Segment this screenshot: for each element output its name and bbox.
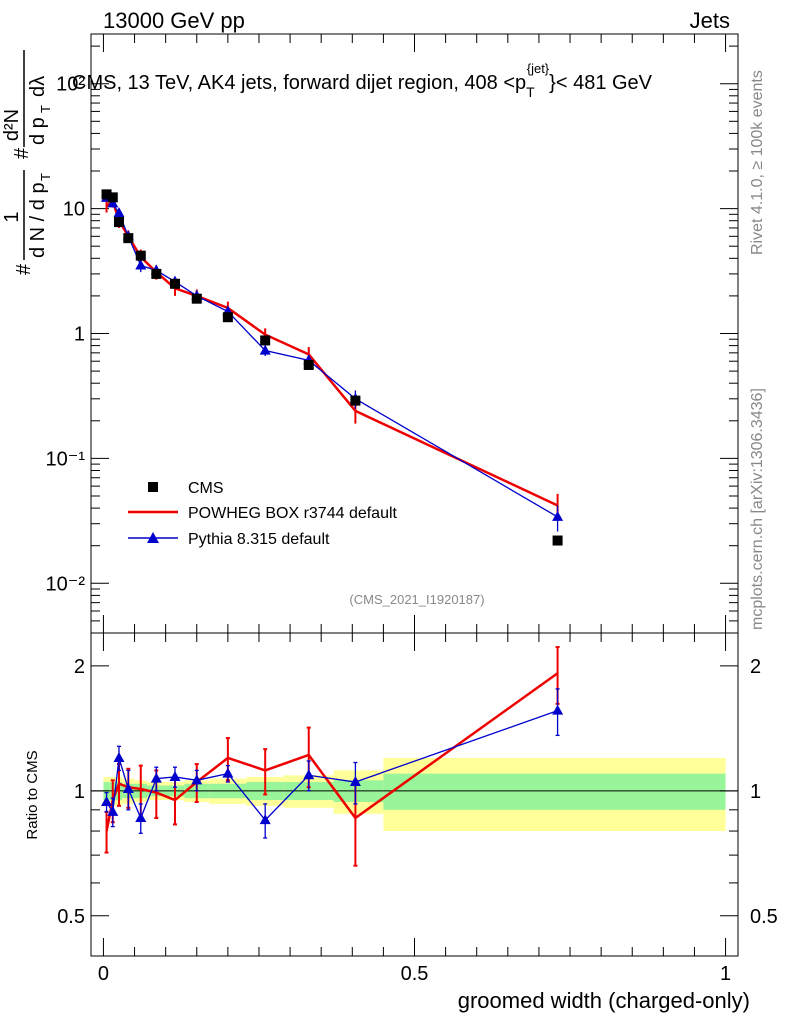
analysis-id-label: (CMS_2021_I1920187): [349, 592, 484, 607]
main-y-tick-label: 10: [63, 199, 85, 221]
y-label-hash-1: #: [13, 263, 35, 275]
pythia-ratio-marker: [122, 783, 134, 794]
ratio-y-tick-label-right: 1: [750, 781, 761, 803]
ratio-band-inner: [383, 773, 726, 810]
pythia-main-marker: [107, 197, 119, 208]
rivet-version-label: Rivet 4.1.0, ≥ 100k events: [749, 70, 766, 255]
axis-ticks: [91, 34, 738, 956]
pythia-ratio-marker: [107, 805, 119, 816]
cms-data-marker: [113, 217, 124, 228]
x-tick-label: 0: [98, 963, 109, 985]
pythia-ratio-marker: [303, 769, 315, 780]
y-label-one: 1: [1, 211, 23, 222]
main-y-tick-label: 10⁻¹: [46, 448, 86, 470]
legend-pythia-marker: [147, 532, 159, 543]
pythia-main-marker: [135, 259, 147, 270]
ratio-y-axis-label: Ratio to CMS: [24, 750, 41, 839]
y-label-dN-dpT: d N / d p: [27, 182, 49, 258]
pythia-ratio-marker: [113, 751, 125, 762]
ratio-y-tick-label: 2: [74, 656, 85, 678]
cms-data-marker: [151, 268, 162, 279]
legend: CMS POWHEG BOX r3744 default Pythia 8.31…: [128, 480, 398, 548]
main-y-tick-label: 10⁻²: [46, 573, 86, 595]
ratio-y-tick-label-right: 0.5: [750, 906, 778, 928]
legend-cms-label: CMS: [188, 480, 224, 497]
pythia-main-marker: [259, 344, 271, 355]
plot-title-tail: }< 481 GeV: [549, 72, 653, 94]
pythia-ratio-marker: [222, 767, 234, 778]
powheg-main-line: [105, 198, 559, 507]
main-y-tick-label: 1: [74, 324, 85, 346]
pythia-ratio-marker: [101, 795, 113, 806]
pythia-ratio-marker: [552, 704, 564, 715]
plot-title-sup: {jet}: [527, 61, 550, 76]
ratio-y-tick-label-right: 2: [750, 656, 761, 678]
cms-data-marker: [552, 535, 563, 546]
cms-data-marker: [303, 359, 314, 370]
cms-data-marker: [107, 192, 118, 203]
y-label-dp: d p: [27, 117, 49, 145]
plot-title-main: CMS, 13 TeV, AK4 jets, forward dijet reg…: [72, 72, 526, 94]
header-left-label: 13000 GeV pp: [103, 8, 245, 33]
plot-title-sub: T: [526, 84, 535, 100]
y-label-d2N: d²N: [1, 109, 23, 141]
pythia-ratio-marker: [169, 770, 181, 781]
cms-data-marker: [169, 278, 180, 289]
pythia-main-marker: [552, 510, 564, 521]
ratio-y-tick-label: 1: [74, 781, 85, 803]
ratio-uncertainty-bands: [91, 757, 738, 832]
pythia-ratio-marker: [191, 774, 203, 785]
plot-title: CMS, 13 TeV, AK4 jets, forward dijet reg…: [72, 61, 653, 100]
cms-data-marker: [222, 312, 233, 323]
header-right-label: Jets: [690, 8, 730, 33]
cms-data-marker: [260, 335, 271, 346]
y-label-T-sub-1: T: [38, 173, 53, 181]
main-y-axis-label: # 1 d N / d p T # d²N d p T dλ: [1, 50, 53, 275]
x-tick-label: 0.5: [401, 963, 429, 985]
legend-pythia-label: Pythia 8.315 default: [188, 531, 330, 548]
legend-powheg-label: POWHEG BOX r3744 default: [188, 505, 398, 522]
y-label-dlambda: dλ: [27, 76, 49, 97]
pythia-ratio-marker: [349, 776, 361, 787]
y-label-hash-2: #: [11, 147, 33, 159]
ratio-y-tick-label: 0.5: [57, 906, 85, 928]
pythia-main-line: [106, 197, 558, 518]
cms-data-marker: [135, 250, 146, 261]
cms-data-marker: [191, 293, 202, 304]
pythia-ratio-marker: [150, 772, 162, 783]
cms-data-marker: [350, 395, 361, 406]
series-marks: [101, 189, 564, 867]
main-y-tick-label: 10²: [56, 74, 85, 96]
tick-labels: 10⁻² 10⁻¹ 1 10 10² 0.5 0.5 1 1 2 2 0 0.5 1: [46, 74, 778, 985]
pythia-ratio-marker: [259, 814, 271, 825]
x-tick-label: 1: [720, 963, 731, 985]
legend-cms-marker: [148, 482, 158, 492]
cms-data-marker: [123, 233, 134, 244]
pythia-main-marker: [113, 207, 125, 218]
cms-data-marker: [101, 189, 112, 200]
x-axis-label: groomed width (charged-only): [458, 988, 750, 1013]
mcplots-label: mcplots.cern.ch [arXiv:1306.3436]: [749, 388, 766, 630]
y-label-T-sub-2: T: [38, 105, 53, 113]
pythia-ratio-marker: [135, 812, 147, 823]
